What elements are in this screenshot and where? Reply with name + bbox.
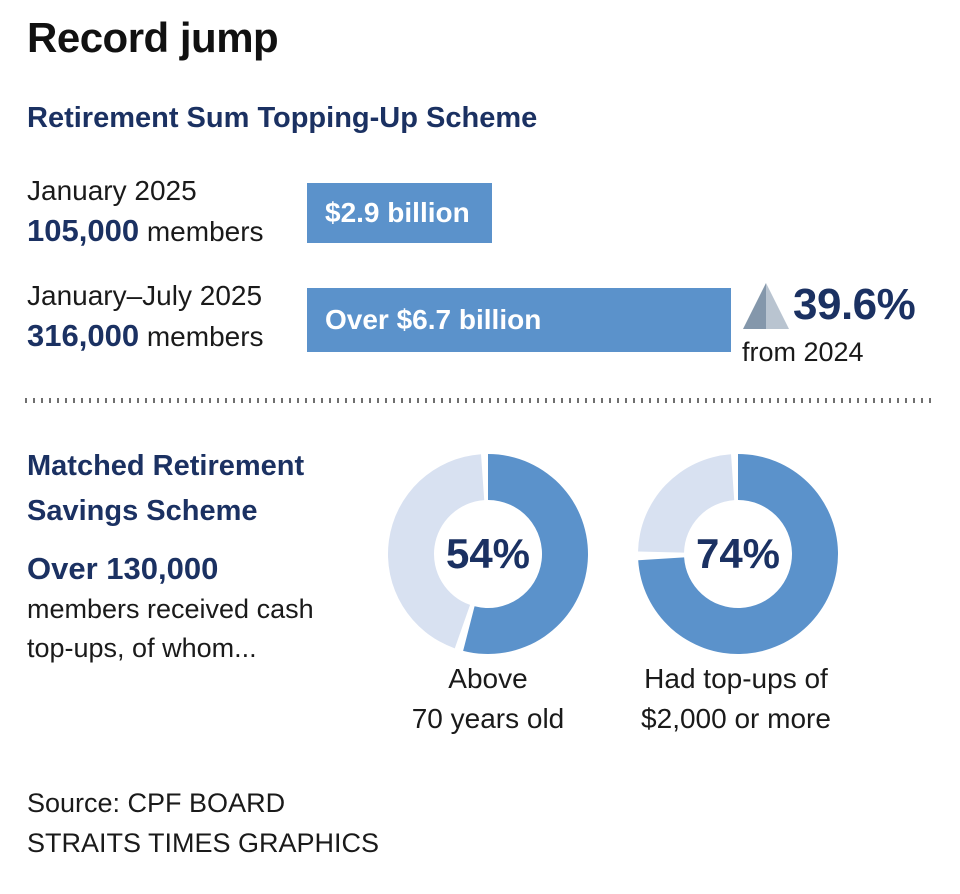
donut-caption-above-70: Above 70 years old (363, 659, 613, 739)
bar-row-label-janjul2025: January–July 2025 316,000 members (27, 277, 264, 358)
members-count: 316,000 (27, 318, 140, 353)
donut-caption-topups-2000: Had top-ups of $2,000 or more (611, 659, 861, 739)
triangle-up-icon (743, 283, 789, 329)
bar-value-label: Over $6.7 billion (325, 304, 542, 335)
caption-line2: 70 years old (411, 703, 565, 734)
members-line: 105,000 members (27, 210, 264, 253)
donut-value-label: 54% (445, 530, 531, 577)
bar-jan-jul-2025: Over $6.7 billion (307, 288, 731, 352)
source-line1: Source: CPF BOARD (27, 788, 286, 818)
donut-value-label: 74% (695, 530, 781, 577)
description-line1: members received cash (27, 594, 314, 624)
caption-line1: Had top-ups of (644, 663, 828, 694)
bar-value-label: $2.9 billion (325, 197, 470, 228)
members-suffix: members (146, 216, 264, 247)
change-row: 39.6% (742, 280, 916, 330)
bar-jan-2025: $2.9 billion (307, 183, 492, 243)
change-value: 39.6% (793, 280, 916, 329)
members-suffix: members (146, 321, 264, 352)
bar-row-label-jan2025: January 2025 105,000 members (27, 172, 264, 253)
source-credit: Source: CPF BOARD STRAITS TIMES GRAPHICS (27, 783, 379, 863)
donut-svg (387, 454, 588, 654)
triangle-right-face (766, 283, 789, 329)
caption-line2: $2,000 or more (641, 703, 831, 734)
description-line2: top-ups, of whom... (27, 633, 257, 663)
section2-highlight: Over 130,000 (27, 551, 219, 586)
members-line: 316,000 members (27, 315, 264, 358)
donut-slice-rest (387, 454, 485, 649)
page-title: Record jump (27, 14, 279, 61)
donut-chart-above-70: 54% (386, 452, 590, 656)
section2-description: members received cash top-ups, of whom..… (27, 590, 314, 668)
dotted-divider (25, 398, 935, 403)
donut-chart-topups-2000: 74% (636, 452, 840, 656)
donut-svg (638, 454, 839, 654)
source-line2: STRAITS TIMES GRAPHICS (27, 828, 380, 858)
change-caption: from 2024 (742, 337, 864, 367)
change-annotation: 39.6% from 2024 (742, 280, 916, 369)
period-label: January–July 2025 (27, 280, 263, 311)
section2-heading: Matched Retirement Savings Scheme (27, 444, 304, 534)
donut-slice-rest (638, 454, 735, 553)
members-count: 105,000 (27, 213, 140, 248)
section1-heading: Retirement Sum Topping-Up Scheme (27, 102, 538, 134)
section2-heading-line1: Matched Retirement (27, 450, 305, 482)
donut-slice-main (463, 454, 588, 654)
triangle-left-face (743, 283, 766, 329)
period-label: January 2025 (27, 175, 197, 206)
donut-slice-main (638, 454, 839, 654)
section2-heading-line2: Savings Scheme (27, 495, 258, 527)
caption-line1: Above (448, 663, 528, 694)
